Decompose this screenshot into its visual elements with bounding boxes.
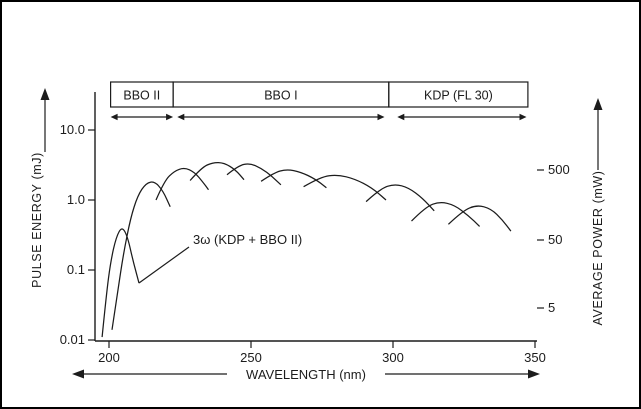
annotation-label: 3ω (KDP + BBO II) — [193, 232, 302, 247]
y-right-tick-label: 500 — [548, 162, 570, 177]
tuning-curve-bbo1-d — [260, 169, 327, 189]
x-tick-label: 350 — [524, 350, 546, 365]
tuning-curve-kdp-a — [365, 184, 435, 212]
y-left-tick-label: 0.1 — [67, 262, 85, 277]
tuning-curve-bbo1-a — [155, 167, 210, 201]
left-arrowhead-icon — [72, 369, 84, 379]
arrowhead-icon — [110, 113, 118, 121]
region-label: BBO II — [123, 89, 160, 103]
arrowhead-icon — [177, 113, 185, 121]
y-left-tick-label: 1.0 — [67, 192, 85, 207]
right-arrowhead-icon — [528, 369, 540, 379]
annotation-leader-line — [138, 246, 190, 284]
up-arrowhead-icon — [593, 98, 603, 110]
region-label: BBO I — [264, 89, 297, 103]
tuning-curve-bbo2 — [111, 181, 171, 330]
y-right-tick-label: 5 — [548, 300, 555, 315]
x-tick-label: 300 — [382, 350, 404, 365]
x-axis-title: WAVELENGTH (nm) — [246, 367, 366, 382]
y-right-tick-label: 50 — [548, 232, 562, 247]
up-arrowhead-icon — [40, 88, 50, 100]
tuning-curve-kdp-b — [411, 202, 481, 227]
tuning-curve-3omega-kdp-bbo2 — [101, 228, 140, 338]
arrowhead-icon — [397, 113, 405, 121]
y-left-tick-label: 0.01 — [60, 332, 85, 347]
region-label: KDP (FL 30) — [424, 89, 493, 103]
y-right-axis-title: AVERAGE POWER (mW) — [591, 170, 605, 325]
region-box-2 — [388, 81, 529, 108]
arrowhead-icon — [377, 113, 385, 121]
tuning-curve-kdp-c — [447, 205, 512, 232]
y-left-axis-title: PULSE ENERGY (mJ) — [30, 152, 44, 288]
arrowhead-icon — [519, 113, 527, 121]
x-tick-label: 250 — [240, 350, 262, 365]
tuning-curves — [101, 161, 512, 338]
tuning-curve-bbo1-e — [303, 174, 387, 201]
tuning-curve-bbo1-b — [189, 161, 245, 181]
crystal-region-band: BBO II BBO I KDP (FL 30) — [109, 81, 529, 121]
x-tick-label: 200 — [98, 350, 120, 365]
y-left-tick-label: 10.0 — [60, 122, 85, 137]
arrowhead-icon — [166, 113, 174, 121]
